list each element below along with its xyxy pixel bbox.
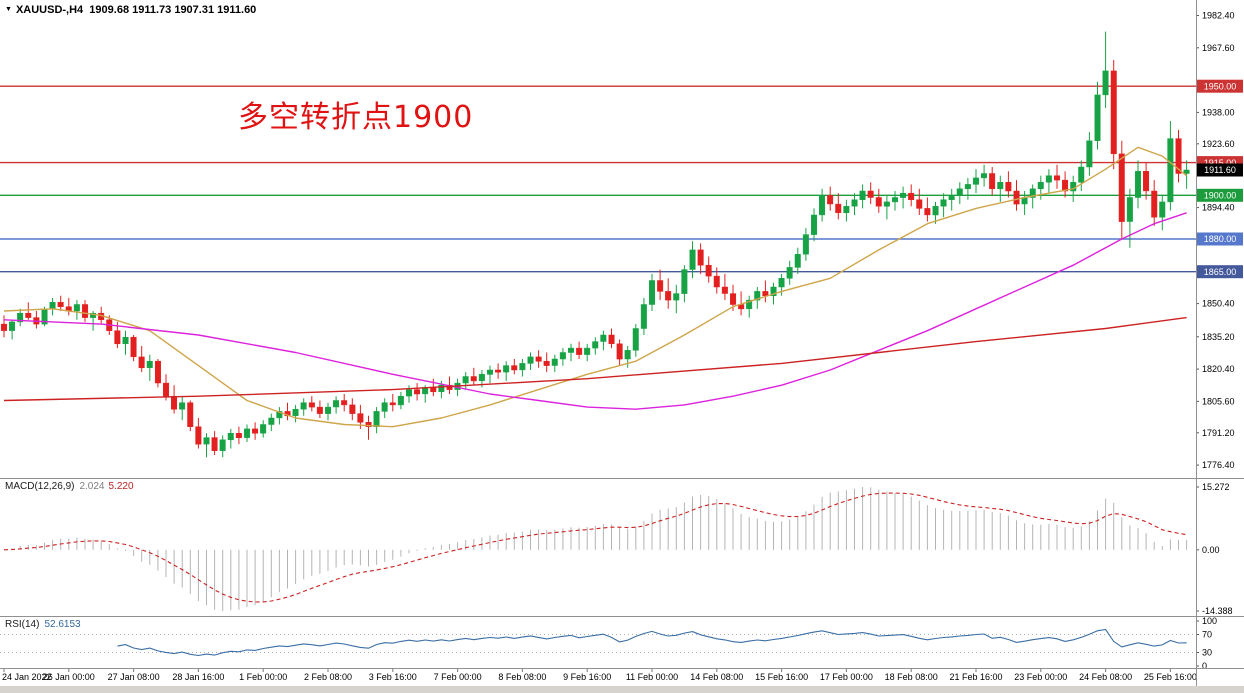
macd-histogram: [11, 487, 1188, 611]
time-tick-label: 14 Feb 08:00: [690, 672, 743, 682]
rsi-name: RSI(14): [5, 619, 40, 630]
price-tick-label: 1967.60: [1202, 43, 1235, 53]
symbol-period-label: XAUUSD-,H4: [15, 4, 84, 16]
time-tick-label: 26 Jan 00:00: [43, 672, 95, 682]
ohlc-readout: 1909.68 1911.73 1907.31 1911.60: [89, 4, 257, 16]
time-tick-label: 25 Feb 16:00: [1144, 672, 1197, 682]
svg-text:1865.00: 1865.00: [1204, 267, 1237, 277]
time-tick-label: 28 Jan 16:00: [172, 672, 224, 682]
price-tick-label: 1820.40: [1202, 364, 1235, 374]
price-tick-label: 1894.40: [1202, 203, 1235, 213]
macd-indicator-label: MACD(12,26,9) 2.024 5.220: [5, 481, 134, 492]
time-tick-label: 18 Feb 08:00: [885, 672, 938, 682]
svg-text:15.272: 15.272: [1202, 482, 1230, 492]
svg-text:100: 100: [1202, 616, 1217, 626]
svg-text:0.00: 0.00: [1202, 545, 1220, 555]
macd-name: MACD(12,26,9): [5, 481, 75, 492]
time-tick-label: 27 Jan 08:00: [108, 672, 160, 682]
time-tick-label: 17 Feb 00:00: [820, 672, 873, 682]
ma-medium-line: [3, 212, 1187, 410]
macd-main-value: 2.024: [79, 481, 105, 492]
time-tick-label: 23 Feb 00:00: [1014, 672, 1067, 682]
svg-text:70: 70: [1202, 630, 1212, 640]
time-tick-label: 7 Feb 00:00: [434, 672, 482, 682]
rsi-line: [117, 628, 1187, 657]
svg-text:1950.00: 1950.00: [1204, 81, 1237, 91]
price-level-labels[interactable]: 1950.00 1915.00 1900.00 1880.00 1865.00 1911.…: [1197, 79, 1243, 279]
svg-text:1915.00: 1915.00: [1204, 158, 1237, 168]
price-tick-label: 1982.40: [1202, 10, 1235, 20]
candlesticks: [1, 31, 1190, 458]
price-tick-label: 1923.60: [1202, 139, 1235, 149]
price-tick-label: 1776.40: [1202, 460, 1235, 470]
price-tick-label: 1938.00: [1202, 107, 1235, 117]
price-tick-label: 1835.20: [1202, 332, 1235, 342]
rsi-indicator-label: RSI(14) 52.6153: [5, 619, 81, 630]
price-axis[interactable]: 1982.40 1967.60 1938.00 1923.60 1894.40 1850.…: [1196, 10, 1235, 470]
price-tick-label: 1805.60: [1202, 396, 1235, 406]
trend-annotation: 多空转折点1900: [238, 100, 474, 135]
svg-text:1911.60: 1911.60: [1204, 165, 1236, 175]
ma-slow-line: [3, 316, 1187, 402]
macd-signal-line: [3, 492, 1187, 603]
chart-menu-icon[interactable]: ▼: [5, 6, 12, 13]
ma-fast-line: [3, 146, 1188, 428]
macd-axis: 15.272 0.00 -14.388: [1196, 482, 1233, 616]
time-tick-label: 15 Feb 16:00: [755, 672, 808, 682]
time-tick-label: 2 Feb 08:00: [304, 672, 352, 682]
price-tick-label: 1791.20: [1202, 428, 1235, 438]
svg-text:0: 0: [1202, 661, 1207, 671]
time-tick-label: 8 Feb 08:00: [498, 672, 546, 682]
time-tick-label: 21 Feb 16:00: [949, 672, 1002, 682]
rsi-axis: 100 70 30 0: [1196, 616, 1217, 671]
svg-text:1900.00: 1900.00: [1204, 191, 1237, 201]
time-tick-label: 24 Feb 08:00: [1079, 672, 1132, 682]
macd-signal-value: 5.220: [108, 481, 134, 492]
time-tick-label: 3 Feb 16:00: [369, 672, 417, 682]
price-level-lines[interactable]: [0, 85, 1196, 273]
chart-title-bar: ▼ XAUUSD-,H4 1909.68 1911.73 1907.31 1911…: [5, 4, 256, 16]
time-tick-label: 11 Feb 00:00: [626, 672, 678, 682]
svg-text:-14.388: -14.388: [1202, 606, 1233, 616]
rsi-value: 52.6153: [44, 619, 81, 630]
rsi-levels: [0, 634, 1196, 653]
price-tick-label: 1850.40: [1202, 299, 1235, 309]
time-tick-label: 24 Jan 2022: [2, 672, 52, 682]
time-tick-label: 1 Feb 00:00: [239, 672, 287, 682]
svg-text:1880.00: 1880.00: [1204, 234, 1237, 244]
svg-text:30: 30: [1202, 648, 1212, 658]
time-tick-label: 9 Feb 16:00: [563, 672, 611, 682]
bottom-scrollbar[interactable]: [0, 686, 1244, 693]
